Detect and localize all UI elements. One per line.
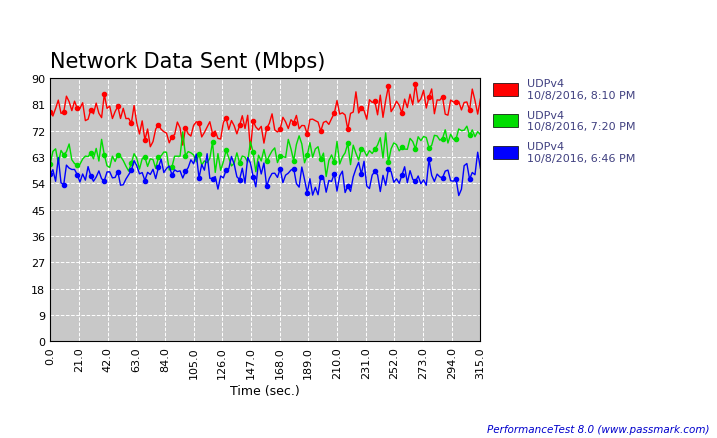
X-axis label: Time (sec.): Time (sec.) [230, 384, 300, 397]
Legend: UDPv4
10/8/2016, 8:10 PM, UDPv4
10/8/2016, 7:20 PM, UDPv4
10/8/2016, 6:46 PM: UDPv4 10/8/2016, 8:10 PM, UDPv4 10/8/201… [493, 79, 635, 163]
Text: Network Data Sent (Mbps): Network Data Sent (Mbps) [50, 52, 326, 72]
Text: PerformanceTest 8.0 (www.passmark.com): PerformanceTest 8.0 (www.passmark.com) [488, 424, 710, 434]
